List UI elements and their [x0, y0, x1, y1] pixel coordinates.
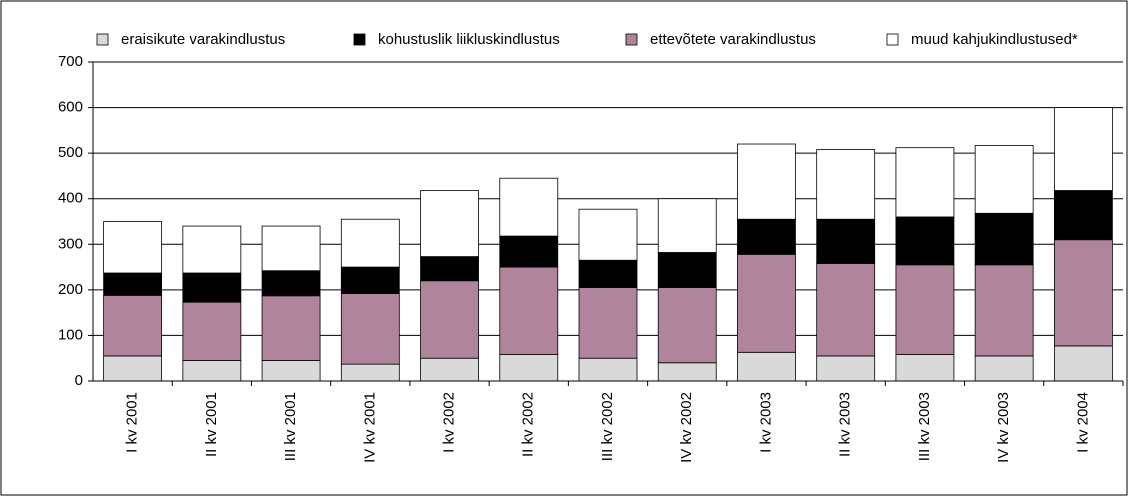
bar-segment	[182, 360, 242, 382]
bar-segment	[657, 252, 717, 288]
bar-segment	[737, 351, 796, 382]
bar-segment	[737, 143, 796, 220]
bar-segment	[103, 355, 163, 382]
legend-swatch	[353, 33, 366, 46]
bar-segment	[182, 272, 242, 303]
bar-segment	[578, 259, 638, 288]
y-tick-label: 600	[58, 99, 83, 116]
legend-label: ettevõtete varakindlustus	[650, 31, 816, 48]
legend-label: eraisikute varakindlustus	[121, 31, 285, 48]
bar-segment	[420, 357, 479, 382]
legend-swatch	[96, 33, 109, 46]
legend-label: kohustuslik liikluskindlustus	[378, 31, 560, 48]
bar-segment	[816, 263, 876, 357]
bar-segment	[103, 294, 163, 357]
bar-segment	[261, 360, 321, 382]
y-tick-label: 500	[58, 144, 83, 161]
bar-segment	[895, 147, 955, 218]
bar-segment	[737, 253, 796, 353]
bar-segment	[261, 295, 321, 361]
bar-segment	[657, 198, 717, 253]
bar-segment	[578, 357, 638, 382]
x-tick-label: II kv 2003	[837, 392, 854, 457]
bar-segment	[182, 225, 242, 274]
bar-segment	[499, 266, 559, 355]
x-tick-label: IV kv 2002	[678, 392, 695, 463]
x-tick-label: I kv 2002	[441, 392, 458, 453]
x-tick-label: I kv 2004	[1074, 392, 1091, 453]
x-tick-label: III kv 2002	[599, 392, 616, 461]
x-tick-label: IV kv 2001	[361, 392, 378, 463]
x-tick-label: I kv 2003	[757, 392, 774, 453]
bar-segment	[103, 272, 163, 296]
bar-segment	[1053, 190, 1113, 241]
bar-segment	[340, 363, 400, 382]
bar-segment	[340, 293, 400, 365]
bar-segment	[340, 266, 400, 294]
legend-label: muud kahjukindlustused*	[911, 31, 1078, 48]
legend-swatch	[625, 33, 638, 46]
y-tick-label: 200	[58, 281, 83, 298]
bar-segment	[816, 355, 876, 382]
bar-segment	[261, 225, 321, 272]
y-tick-label: 400	[58, 190, 83, 207]
y-tick-label: 700	[58, 53, 83, 70]
bar-segment	[182, 301, 242, 361]
bar-segment	[1053, 239, 1113, 347]
y-tick-label: 300	[58, 235, 83, 252]
bar-segment	[816, 218, 876, 264]
bar-segment	[657, 287, 717, 364]
y-tick-label: 0	[75, 372, 83, 389]
bar-segment	[974, 212, 1034, 266]
bar-segment	[420, 280, 479, 359]
bar-segment	[737, 218, 796, 255]
bar-segment	[895, 354, 955, 382]
bar-segment	[499, 354, 559, 382]
bar-segment	[1053, 107, 1113, 191]
bar-segment	[578, 208, 638, 261]
bar-segment	[974, 355, 1034, 382]
bar-segment	[974, 144, 1034, 214]
bar-segment	[420, 190, 479, 257]
legend-swatch	[886, 33, 899, 46]
x-tick-label: I kv 2001	[124, 392, 141, 453]
y-tick-label: 100	[58, 326, 83, 343]
x-tick-label: III kv 2003	[916, 392, 933, 461]
bar-segment	[657, 362, 717, 382]
bar-segment	[895, 216, 955, 266]
bar-segment	[499, 177, 559, 237]
bar-segment	[420, 256, 479, 282]
bar-segment	[103, 221, 163, 274]
bar-segment	[499, 235, 559, 268]
bar-segment	[578, 287, 638, 359]
bar-segment	[895, 264, 955, 355]
bar-segment	[340, 218, 400, 268]
x-tick-label: II kv 2002	[520, 392, 537, 457]
x-tick-label: III kv 2001	[282, 392, 299, 461]
bar-segment	[261, 270, 321, 297]
x-tick-label: IV kv 2003	[995, 392, 1012, 463]
x-tick-label: II kv 2001	[203, 392, 220, 457]
bar-segment	[974, 264, 1034, 357]
bar-segment	[1053, 345, 1113, 382]
bar-segment	[816, 149, 876, 220]
